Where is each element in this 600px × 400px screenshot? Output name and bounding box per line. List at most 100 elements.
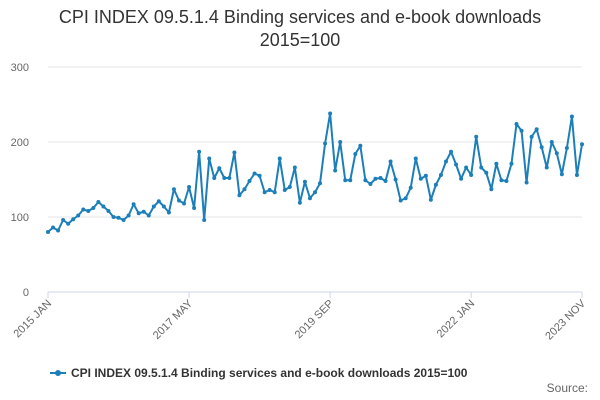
data-point[interactable] <box>116 215 121 220</box>
data-point[interactable] <box>338 140 343 144</box>
data-point[interactable] <box>343 178 348 183</box>
data-point[interactable] <box>141 209 146 214</box>
data-point[interactable] <box>373 176 378 181</box>
data-point[interactable] <box>222 176 227 180</box>
data-point[interactable] <box>272 190 277 195</box>
data-point[interactable] <box>146 213 151 218</box>
data-point[interactable] <box>131 202 136 207</box>
data-point[interactable] <box>438 173 443 177</box>
data-point[interactable] <box>479 165 484 170</box>
data-point[interactable] <box>413 156 418 161</box>
data-point[interactable] <box>539 145 544 150</box>
data-point[interactable] <box>202 218 207 222</box>
data-point[interactable] <box>56 228 61 233</box>
data-point[interactable] <box>484 170 489 175</box>
data-point[interactable] <box>197 149 202 154</box>
data-point[interactable] <box>388 159 393 164</box>
data-point[interactable] <box>302 179 307 184</box>
legend[interactable]: CPI INDEX 09.5.1.4 Binding services and … <box>50 366 467 380</box>
data-point[interactable] <box>267 188 272 192</box>
data-point[interactable] <box>247 179 252 183</box>
data-point[interactable] <box>297 200 302 205</box>
data-point[interactable] <box>121 218 126 222</box>
data-point[interactable] <box>499 178 504 183</box>
data-point[interactable] <box>287 185 292 189</box>
data-point[interactable] <box>166 210 171 215</box>
data-point[interactable] <box>534 127 539 132</box>
data-point[interactable] <box>398 198 403 203</box>
data-point[interactable] <box>171 187 176 192</box>
data-point[interactable] <box>86 209 91 213</box>
data-point[interactable] <box>428 197 433 202</box>
data-point[interactable] <box>403 196 408 201</box>
data-point[interactable] <box>433 182 438 187</box>
data-point[interactable] <box>91 206 96 210</box>
data-point[interactable] <box>313 190 317 195</box>
data-point[interactable] <box>580 142 584 147</box>
data-point[interactable] <box>574 173 579 177</box>
data-point[interactable] <box>81 207 86 212</box>
data-point[interactable] <box>161 204 166 209</box>
data-point[interactable] <box>454 162 459 167</box>
data-point[interactable] <box>368 182 373 186</box>
data-point[interactable] <box>46 230 50 234</box>
data-point[interactable] <box>353 152 358 156</box>
data-point[interactable] <box>242 187 247 192</box>
data-point[interactable] <box>136 211 141 216</box>
data-point[interactable] <box>307 196 312 201</box>
data-point[interactable] <box>262 190 267 195</box>
data-point[interactable] <box>71 217 76 222</box>
data-point[interactable] <box>232 150 237 155</box>
data-point[interactable] <box>182 201 187 206</box>
data-point[interactable] <box>393 177 398 182</box>
data-point[interactable] <box>76 213 81 218</box>
data-point[interactable] <box>277 156 282 161</box>
data-point[interactable] <box>494 161 499 166</box>
data-point[interactable] <box>559 172 564 177</box>
data-point[interactable] <box>237 193 242 198</box>
data-point[interactable] <box>66 221 71 226</box>
data-point[interactable] <box>408 185 413 190</box>
data-point[interactable] <box>474 134 479 139</box>
data-point[interactable] <box>106 209 111 213</box>
data-point[interactable] <box>464 165 469 170</box>
data-point[interactable] <box>333 168 338 173</box>
data-point[interactable] <box>151 204 156 209</box>
data-point[interactable] <box>176 198 181 203</box>
data-point[interactable] <box>323 141 328 146</box>
data-point[interactable] <box>489 187 494 192</box>
data-point[interactable] <box>156 199 161 204</box>
data-point[interactable] <box>443 159 448 164</box>
data-point[interactable] <box>207 156 212 161</box>
data-point[interactable] <box>504 179 509 183</box>
data-point[interactable] <box>554 151 559 156</box>
data-point[interactable] <box>292 165 297 170</box>
data-point[interactable] <box>257 173 262 178</box>
data-point[interactable] <box>569 114 574 119</box>
data-point[interactable] <box>111 215 116 219</box>
data-point[interactable] <box>96 200 101 204</box>
data-point[interactable] <box>61 218 66 222</box>
data-point[interactable] <box>318 181 323 186</box>
data-point[interactable] <box>418 176 423 181</box>
data-point[interactable] <box>524 180 529 185</box>
data-point[interactable] <box>564 146 569 150</box>
data-point[interactable] <box>212 176 217 180</box>
data-point[interactable] <box>101 204 106 209</box>
data-point[interactable] <box>252 171 257 176</box>
data-point[interactable] <box>363 178 368 183</box>
data-point[interactable] <box>509 161 514 166</box>
data-point[interactable] <box>348 178 353 183</box>
data-point[interactable] <box>217 166 222 171</box>
data-point[interactable] <box>227 176 232 180</box>
data-point[interactable] <box>328 111 333 116</box>
data-point[interactable] <box>378 176 383 180</box>
data-point[interactable] <box>126 213 131 218</box>
data-point[interactable] <box>423 173 428 178</box>
data-point[interactable] <box>544 165 549 170</box>
data-point[interactable] <box>519 128 524 133</box>
data-point[interactable] <box>192 206 197 210</box>
data-point[interactable] <box>282 188 287 192</box>
data-point[interactable] <box>529 134 534 139</box>
data-point[interactable] <box>449 149 454 154</box>
